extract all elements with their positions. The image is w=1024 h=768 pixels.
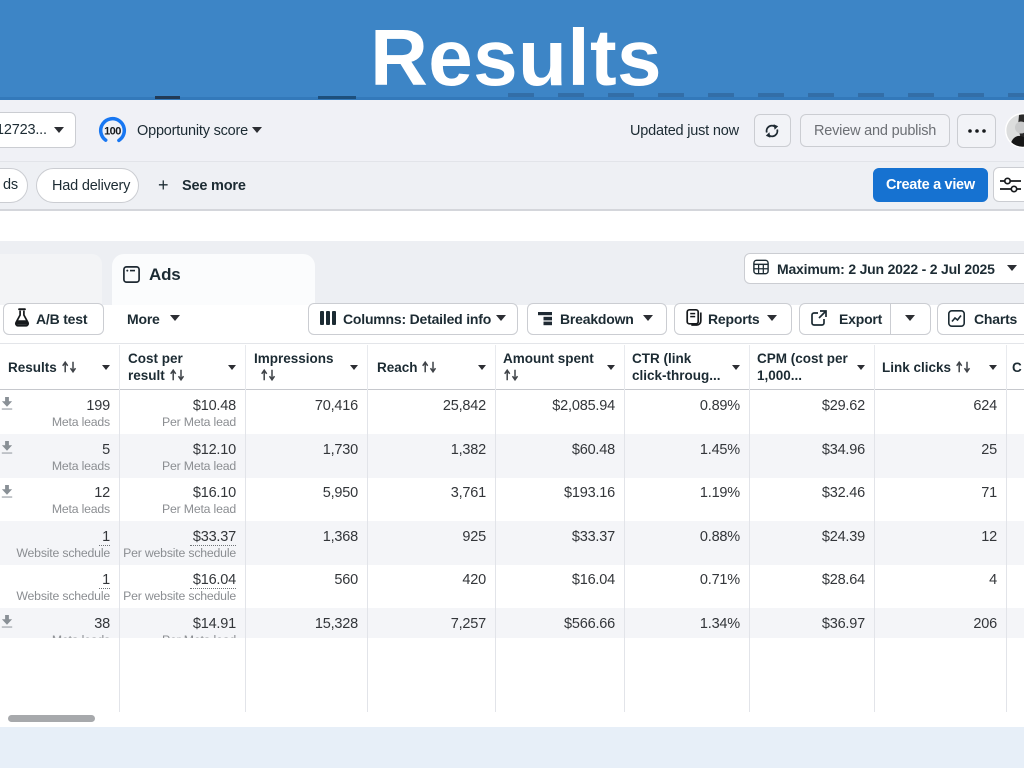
svg-text:100: 100	[104, 126, 121, 138]
